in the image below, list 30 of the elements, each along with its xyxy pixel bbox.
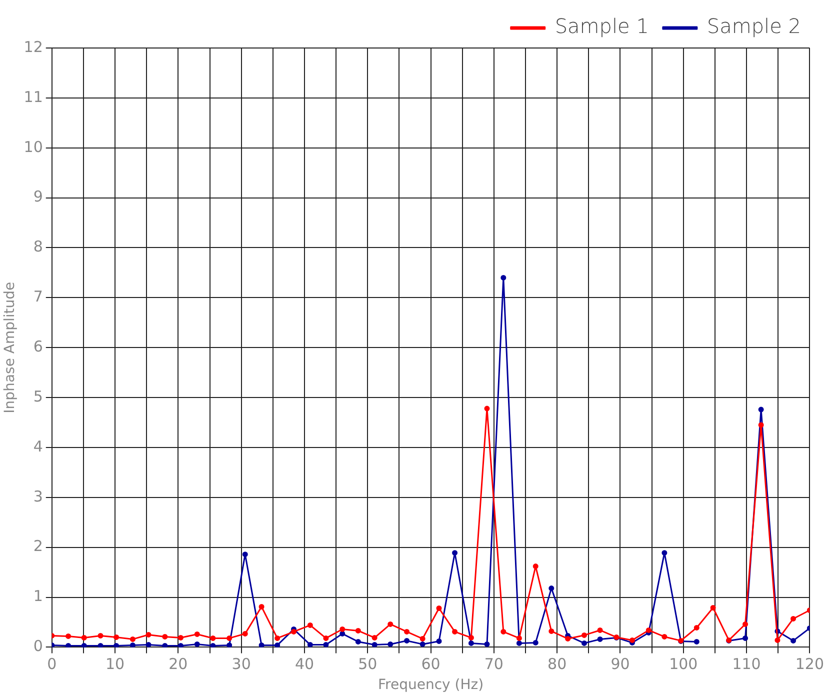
y-tick-label: 0 — [33, 637, 43, 656]
x-tick-label: 10 — [105, 655, 125, 674]
legend-label: Sample 2 — [706, 14, 802, 38]
x-tick-label: 110 — [732, 655, 761, 674]
x-tick-label: 100 — [669, 655, 698, 674]
x-tick-label: 120 — [795, 655, 824, 674]
y-tick-label: 9 — [33, 188, 43, 206]
y-tick-label: 6 — [33, 337, 43, 356]
x-tick-label: 60 — [421, 655, 440, 674]
x-tick-label: 40 — [294, 655, 314, 674]
y-axis-title: Inphase Amplitude — [2, 282, 18, 414]
x-tick-label: 70 — [484, 655, 504, 674]
y-tick-label: 8 — [33, 238, 43, 256]
y-tick-label: 5 — [33, 387, 43, 406]
y-tick-label: 7 — [33, 288, 43, 306]
y-tick-label: 3 — [33, 487, 43, 506]
y-tick-label: 12 — [24, 38, 43, 56]
x-tick-label: 50 — [358, 655, 378, 674]
x-tick-label: 30 — [232, 655, 251, 674]
y-tick-label: 1 — [33, 587, 43, 606]
x-tick-label: 0 — [47, 655, 57, 674]
y-tick-label: 2 — [33, 537, 43, 556]
x-tick-label: 80 — [548, 655, 567, 674]
x-axis-title: Frequency (Hz) — [378, 677, 484, 694]
y-tick-label: 11 — [24, 88, 43, 106]
x-tick-label: 90 — [610, 655, 630, 674]
legend-label: Sample 1 — [554, 14, 649, 38]
y-tick-label: 4 — [33, 437, 43, 456]
y-tick-label: 10 — [24, 138, 43, 156]
x-tick-label: 20 — [168, 655, 188, 674]
